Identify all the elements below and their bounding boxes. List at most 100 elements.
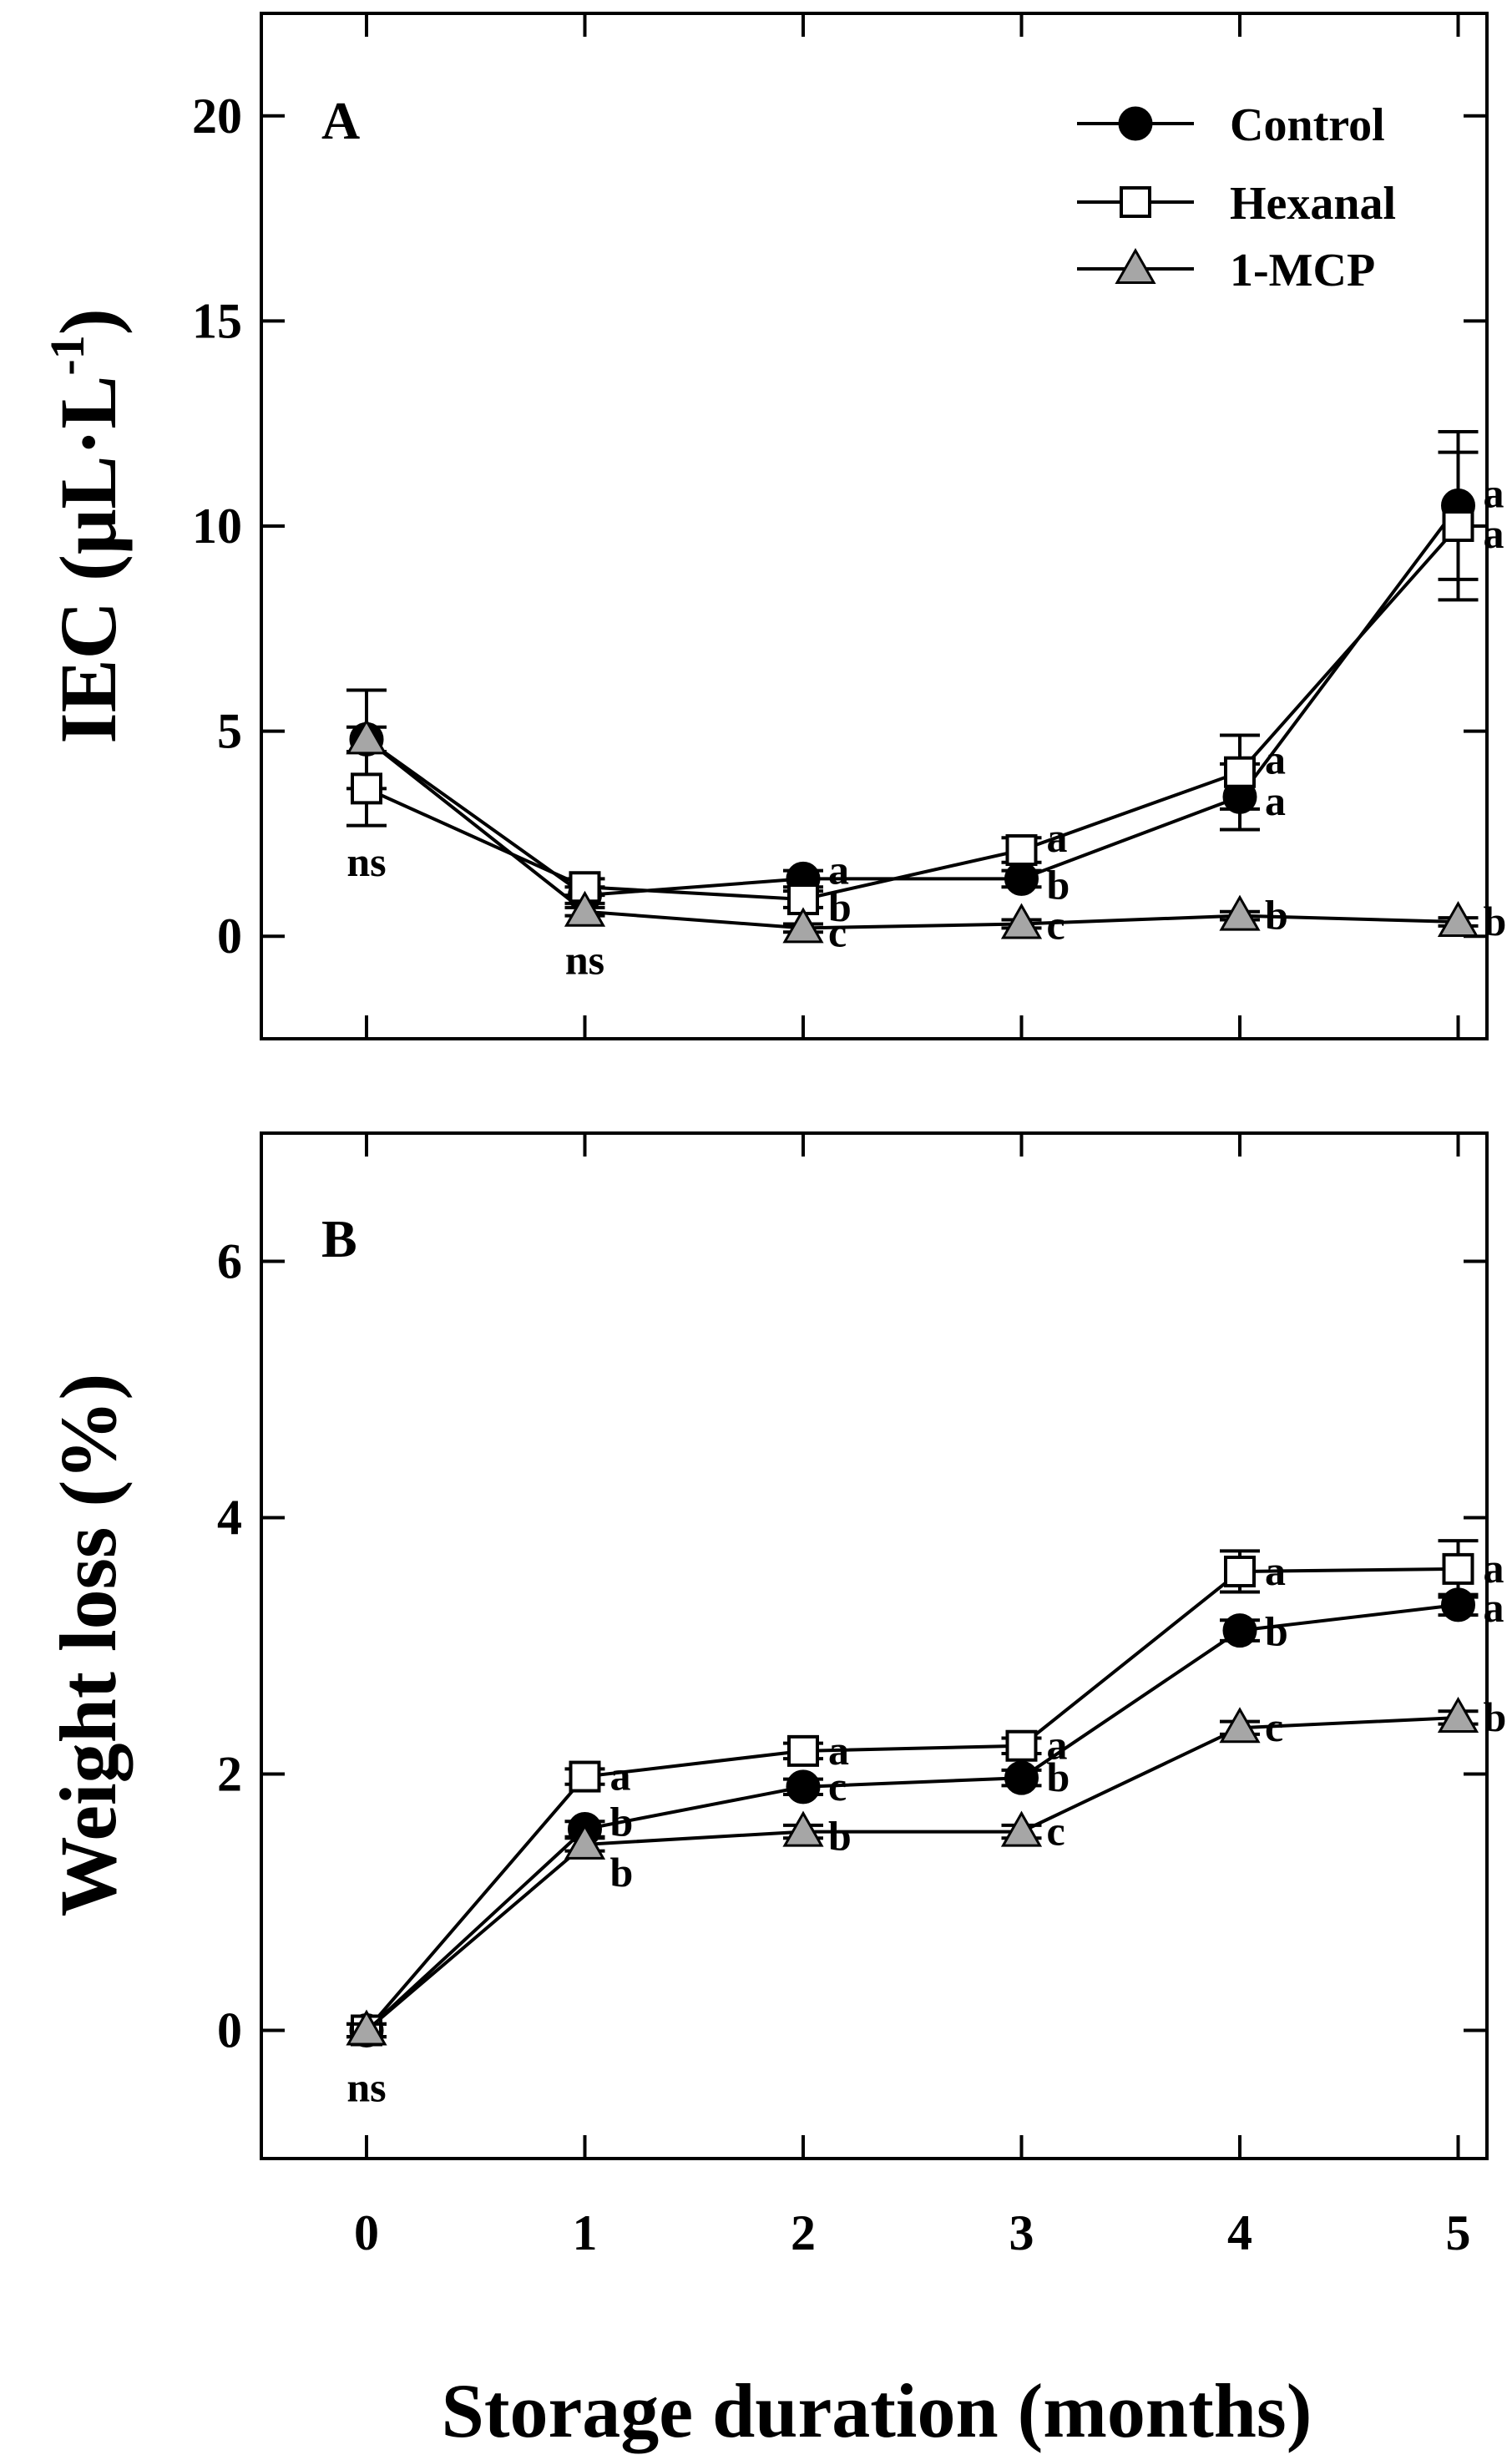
legend-label: Control xyxy=(1230,99,1385,151)
data-point-mcp xyxy=(564,890,606,927)
y-tick-label: 6 xyxy=(217,1234,242,1289)
data-point-hexanal xyxy=(787,1734,819,1767)
y-tick-label: 0 xyxy=(217,909,242,964)
significance-label: c xyxy=(828,909,847,955)
data-point-mcp xyxy=(1437,1696,1479,1733)
series-line-hexanal xyxy=(366,524,1459,902)
data-point-hexanal xyxy=(1224,1555,1256,1587)
significance-label: a xyxy=(828,1727,849,1774)
significance-label: c xyxy=(1047,901,1065,948)
y-tick-label: 2 xyxy=(217,1747,242,1802)
significance-label: a xyxy=(1047,1722,1068,1769)
panel-a-annotations: ns ns xyxy=(346,838,604,984)
data-point-hexanal xyxy=(351,772,382,805)
significance-label: b xyxy=(828,883,852,930)
significance-label: a xyxy=(1047,814,1068,861)
significance-label: c xyxy=(828,1763,847,1810)
data-point-control xyxy=(1004,1760,1039,1795)
series-line-control xyxy=(365,1602,1459,2032)
y-tick-label: 20 xyxy=(192,89,242,144)
significance-label: a xyxy=(1484,510,1504,557)
ns-annotation: ns xyxy=(565,937,604,984)
significance-label: c xyxy=(1265,1703,1283,1750)
series-mcp: bb cc b xyxy=(346,1693,1507,2046)
panel-a-ylabel: IEC (μL·L-1) xyxy=(40,308,133,743)
x-axis-title: Storage duration (months) xyxy=(442,2368,1312,2453)
data-point-hexanal xyxy=(1005,834,1038,867)
data-point-mcp xyxy=(1437,900,1479,938)
panel-b-y-axis: 0 2 4 6 xyxy=(217,1234,1487,2058)
panel-b-frame xyxy=(260,1131,1489,2160)
significance-label: b xyxy=(1265,1608,1288,1655)
x-tick-label: 3 xyxy=(1009,2205,1034,2260)
series-line-mcp xyxy=(365,1715,1459,2032)
panel-a-letter: A xyxy=(321,91,360,150)
significance-label: b xyxy=(1047,861,1070,908)
data-point-mcp xyxy=(564,1823,606,1860)
panel-b-letter: B xyxy=(321,1209,357,1268)
legend-label: Hexanal xyxy=(1230,178,1396,230)
legend-marker-control xyxy=(1118,106,1153,141)
significance-label: a xyxy=(828,846,849,893)
ns-annotation: ns xyxy=(346,838,386,885)
legend-marker-hexanal xyxy=(1120,186,1151,218)
significance-label: a xyxy=(1265,777,1286,824)
series-line-hexanal xyxy=(365,1567,1459,2032)
y-tick-label: 4 xyxy=(217,1491,242,1546)
data-point-hexanal xyxy=(1224,756,1256,788)
y-tick-label: 5 xyxy=(217,704,242,759)
data-point-hexanal xyxy=(569,1760,601,1793)
significance-label: a xyxy=(1484,1545,1504,1592)
ns-annotation: ns xyxy=(346,2064,386,2111)
significance-label: b xyxy=(1484,1693,1507,1740)
y-tick-label: 0 xyxy=(217,2003,242,2058)
series-control: bc bba xyxy=(346,1584,1504,2047)
significance-label: c xyxy=(1047,1808,1065,1855)
series-hexanal: aa aa a xyxy=(346,1539,1504,2047)
data-point-hexanal xyxy=(1442,510,1474,542)
data-point-mcp xyxy=(1219,1707,1261,1744)
data-point-hexanal xyxy=(1005,1729,1038,1762)
significance-label: b xyxy=(610,1849,634,1896)
panel-a-x-axis xyxy=(365,13,1460,1039)
series-line-control xyxy=(365,504,1460,898)
data-point-control xyxy=(786,1769,821,1805)
significance-label: a xyxy=(1265,736,1286,783)
panel-b-annotations: ns xyxy=(346,2064,386,2111)
data-point-mcp xyxy=(1000,1810,1043,1847)
significance-label: a xyxy=(1265,1547,1286,1594)
legend-item-mcp: 1-MCP xyxy=(1077,245,1375,296)
x-tick-label: 5 xyxy=(1446,2205,1471,2260)
data-point-control xyxy=(1004,861,1039,896)
significance-label: b xyxy=(610,1799,634,1845)
data-point-mcp xyxy=(782,907,824,944)
significance-label: b xyxy=(828,1813,852,1860)
data-point-mcp xyxy=(782,1810,824,1847)
legend-item-control: Control xyxy=(1077,99,1385,151)
x-tick-label: 0 xyxy=(354,2205,379,2260)
legend-marker-mcp xyxy=(1115,247,1156,284)
panel-b-ylabel: Weight loss (%) xyxy=(43,1374,133,1917)
panel-b-x-axis xyxy=(365,1133,1460,2159)
data-point-hexanal xyxy=(1442,1552,1474,1585)
x-tick-label: 2 xyxy=(791,2205,816,2260)
significance-label: a xyxy=(1484,469,1504,516)
x-tick-label: 1 xyxy=(573,2205,598,2260)
x-tick-label: 4 xyxy=(1227,2205,1252,2260)
data-point-mcp xyxy=(1219,894,1261,931)
legend-label: 1-MCP xyxy=(1230,245,1375,296)
data-point-mcp xyxy=(346,2009,387,2046)
legend-item-hexanal: Hexanal xyxy=(1077,178,1396,230)
x-tick-labels: 0 1 2 3 4 5 xyxy=(354,2205,1471,2260)
significance-label: a xyxy=(1484,1584,1504,1631)
data-point-mcp xyxy=(1000,903,1043,939)
y-tick-label: 15 xyxy=(192,293,242,348)
significance-label: b xyxy=(1484,898,1507,944)
significance-label: b xyxy=(1265,892,1288,939)
